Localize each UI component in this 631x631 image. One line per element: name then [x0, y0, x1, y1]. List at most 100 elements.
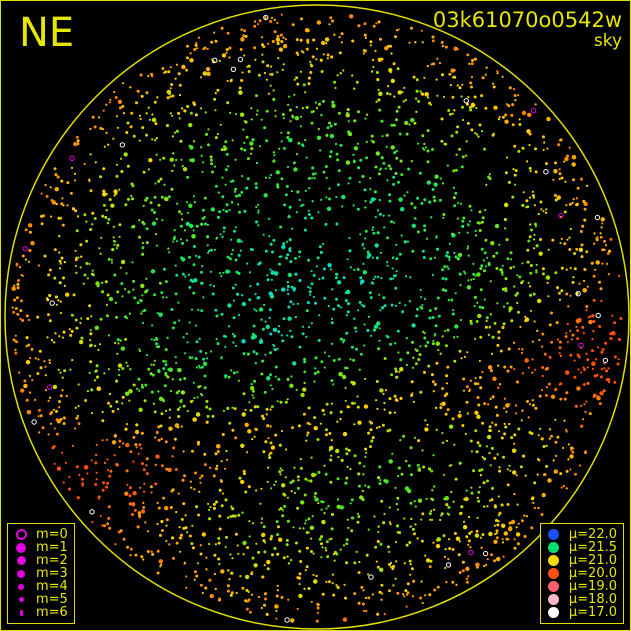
star: [185, 239, 189, 242]
star: [206, 47, 209, 51]
star: [238, 476, 242, 480]
star: [395, 257, 399, 261]
star: [295, 153, 299, 156]
star: [268, 291, 273, 296]
star: [395, 243, 398, 246]
star: [180, 213, 183, 216]
star: [182, 526, 186, 530]
star: [113, 189, 118, 194]
star: [380, 277, 383, 280]
star: [382, 521, 386, 525]
star: [23, 383, 28, 389]
star: [541, 345, 544, 348]
star: [24, 258, 27, 261]
star: [512, 265, 515, 268]
star: [218, 527, 222, 531]
star: [191, 234, 196, 239]
star: [466, 53, 470, 57]
star: [315, 574, 318, 578]
star: [19, 317, 22, 320]
star: [59, 394, 63, 398]
star: [214, 587, 217, 591]
star: [278, 537, 283, 542]
bright-star: [445, 562, 452, 568]
star: [215, 314, 219, 318]
star: [517, 94, 520, 97]
star: [222, 409, 225, 412]
star: [316, 370, 320, 374]
star: [295, 106, 298, 109]
star: [39, 414, 43, 418]
star: [362, 262, 365, 265]
star: [420, 201, 424, 205]
star: [195, 505, 199, 509]
star: [174, 356, 177, 359]
star: [423, 297, 427, 300]
star: [174, 77, 177, 80]
star: [322, 170, 326, 174]
star: [298, 255, 301, 258]
star: [224, 498, 228, 502]
star: [518, 123, 522, 126]
magnitude-legend-label: m=6: [36, 605, 68, 620]
star: [532, 196, 536, 199]
star: [196, 47, 199, 50]
star: [345, 331, 349, 335]
star: [95, 364, 99, 368]
star: [155, 342, 158, 346]
star: [355, 80, 359, 84]
star: [473, 304, 476, 308]
star: [545, 444, 548, 447]
star: [76, 496, 80, 500]
star: [122, 112, 125, 115]
star: [422, 256, 426, 259]
star: [212, 285, 216, 288]
star: [125, 391, 130, 396]
star: [409, 276, 412, 279]
star: [503, 397, 506, 400]
star: [147, 168, 150, 171]
star: [66, 181, 70, 185]
star: [508, 306, 513, 311]
star: [554, 271, 558, 275]
star: [593, 232, 596, 235]
star: [253, 379, 257, 383]
star: [191, 546, 195, 550]
star: [308, 187, 311, 190]
star: [74, 249, 77, 252]
star: [501, 541, 505, 544]
magnitude-legend-row: m=2: [14, 553, 68, 568]
star: [324, 546, 327, 550]
star: [191, 449, 194, 453]
star: [55, 202, 58, 206]
star: [236, 371, 239, 374]
star: [203, 215, 206, 219]
star: [437, 348, 440, 352]
star: [231, 139, 234, 142]
star: [101, 410, 104, 414]
star: [216, 464, 219, 467]
star: [535, 269, 538, 272]
star: [276, 533, 280, 537]
star: [257, 203, 260, 206]
star: [61, 197, 64, 200]
star: [498, 466, 501, 469]
star: [101, 419, 105, 423]
star: [330, 439, 333, 442]
star: [111, 248, 115, 252]
brightness-legend-label: μ=17.0: [568, 605, 617, 620]
star: [432, 541, 435, 544]
star: [344, 481, 348, 485]
star: [204, 586, 208, 590]
star: [175, 510, 178, 514]
star: [485, 563, 488, 567]
star: [141, 462, 144, 466]
star: [454, 477, 458, 481]
star: [190, 486, 193, 489]
star: [228, 325, 231, 328]
star: [521, 372, 525, 375]
star: [441, 432, 444, 435]
star: [346, 465, 349, 468]
star: [147, 74, 150, 78]
star: [202, 361, 208, 366]
